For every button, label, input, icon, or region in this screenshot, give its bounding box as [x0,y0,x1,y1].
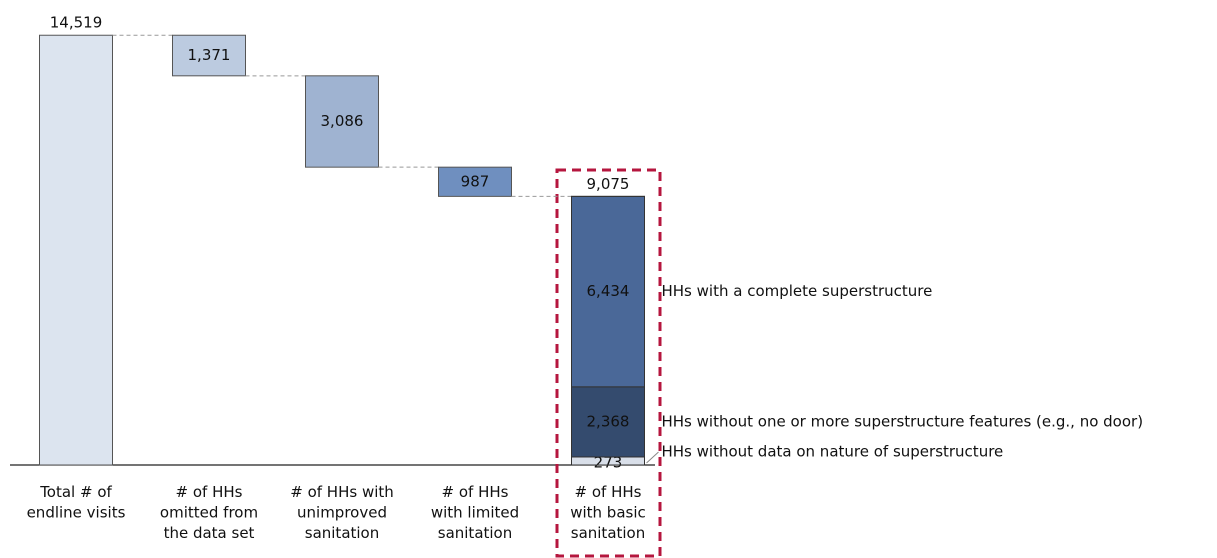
x-tick-label-line: with basic [570,503,646,521]
x-tick-label-line: # of HHs with [290,483,394,501]
bar [305,75,379,168]
x-tick-label-line: unimproved [297,503,387,521]
bar-total [571,195,645,466]
value-label: 3,086 [321,112,364,130]
highlight-box [555,168,662,558]
value-label: 987 [461,172,490,190]
x-tick-label-line: endline visits [27,503,126,521]
value-label: 1,371 [188,46,231,64]
legend-label: HHs without one or more superstructure f… [662,412,1144,430]
leader [646,451,659,464]
x-tick-label-line: omitted from [160,503,258,521]
x-tick-label-line: # of HHs [575,483,642,501]
x-tick-label: # of HHs with basic sanitation [570,483,646,542]
x-tick-label: # of HHs with unimproved sanitation [290,483,394,542]
segment-label: 6,434 [587,282,630,300]
legend-label: HHs with a complete superstructure [662,282,933,300]
x-tick-label-line: # of HHs [442,483,509,501]
bar [172,34,246,77]
legend-label: HHs without data on nature of superstruc… [662,443,1004,461]
x-tick-label-line: Total # of [39,483,112,501]
x-tick-label-line: with limited [431,503,519,521]
value-label: 9,075 [587,175,630,193]
x-tick-label-line: sanitation [438,524,513,542]
x-tick-label-line: sanitation [305,524,380,542]
segment-label: 2,368 [587,412,630,430]
bar [438,166,512,197]
x-tick-label-line: # of HHs [176,483,243,501]
x-tick-label: # of HHs omitted from the data set [160,483,258,542]
x-tick-label-line: sanitation [571,524,646,542]
value-label: 14,519 [50,14,103,32]
x-tick-label: Total # of endline visits [27,483,126,522]
x-tick-label-line: the data set [164,524,255,542]
bar [39,34,113,466]
segment-label: 273 [594,454,623,472]
x-tick-label: # of HHs with limited sanitation [431,483,519,542]
